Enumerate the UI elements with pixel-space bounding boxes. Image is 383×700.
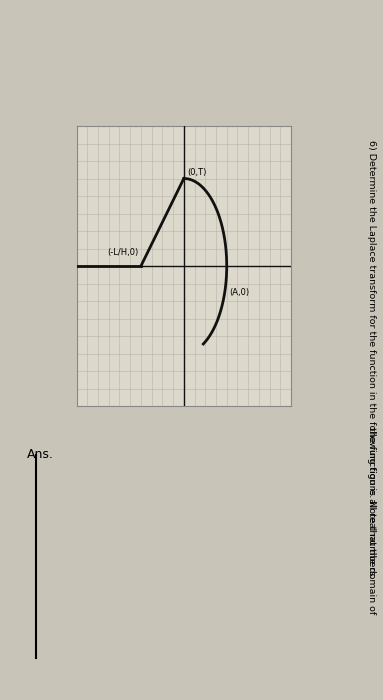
Text: Ans.: Ans.	[27, 448, 54, 461]
Text: 6) Determine the Laplace transform for the function in the following figure. Not: 6) Determine the Laplace transform for t…	[367, 140, 376, 615]
Text: (0,T): (0,T)	[187, 168, 207, 176]
Text: the function is all real numbers.: the function is all real numbers.	[367, 427, 376, 578]
Text: (-L/H,0): (-L/H,0)	[108, 248, 139, 258]
Text: (A,0): (A,0)	[229, 288, 249, 297]
